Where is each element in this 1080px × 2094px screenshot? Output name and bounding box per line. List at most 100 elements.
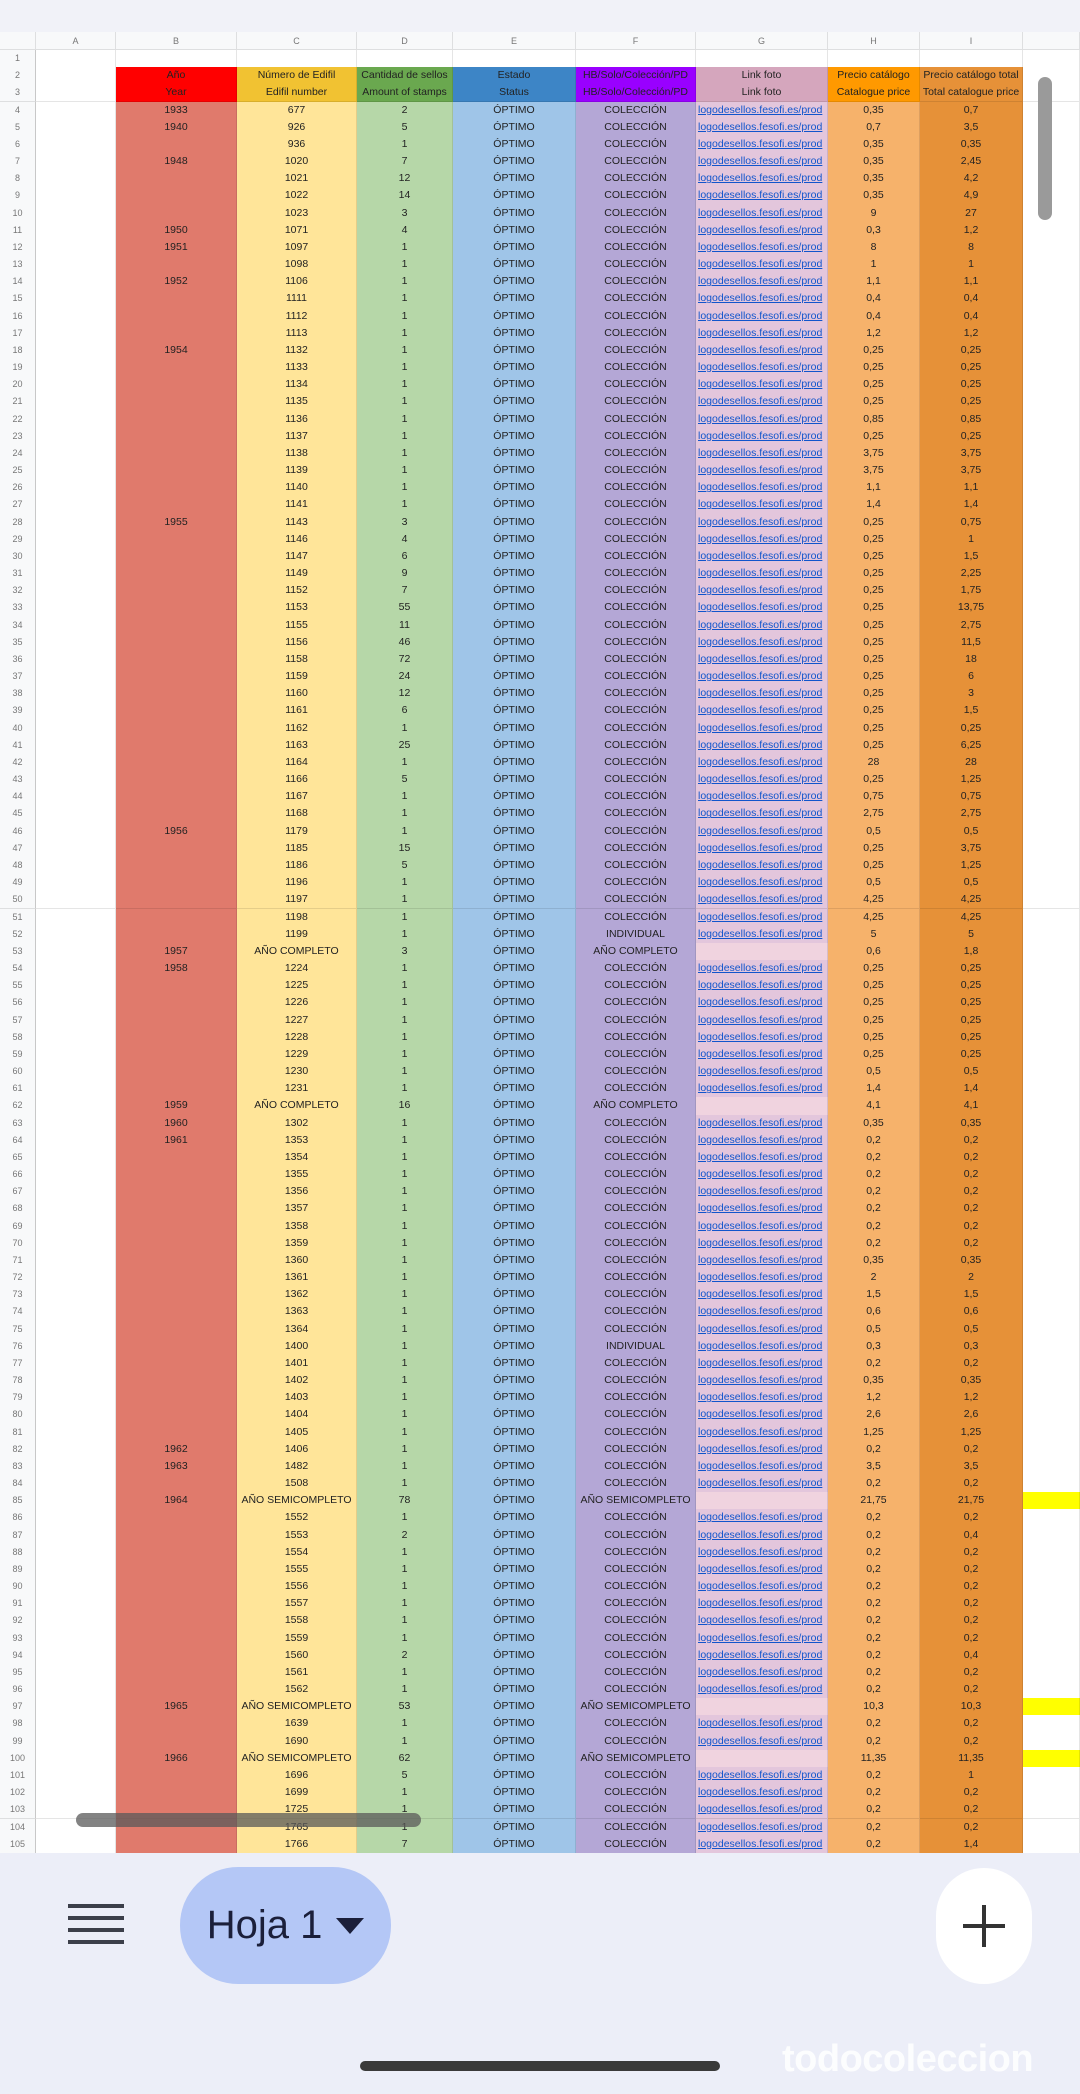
cell[interactable] [116,719,237,738]
cell[interactable]: 1,1 [828,479,920,498]
cell[interactable]: 0,25 [828,530,920,549]
cell[interactable] [116,994,237,1013]
cell[interactable]: 0,2 [828,1200,920,1219]
cell[interactable] [116,290,237,309]
cell[interactable]: 1185 [237,839,357,858]
cell[interactable]: 1139 [237,462,357,481]
cell[interactable]: 1 [357,1234,453,1253]
row-number[interactable]: 46 [0,822,36,841]
link-cell[interactable]: logodesellos.fesofi.es/prod [696,1423,828,1442]
cell[interactable]: 0,25 [828,650,920,670]
cell[interactable]: 0,2 [828,1612,920,1631]
cell[interactable]: 1 [357,1337,453,1356]
cell[interactable] [116,50,237,69]
cell[interactable]: 9 [357,565,453,584]
cell[interactable]: 0,25 [828,702,920,721]
cell[interactable] [116,685,237,704]
cell[interactable] [116,1063,237,1082]
cell[interactable]: ÓPTIMO [453,1767,576,1786]
cell[interactable]: 0,2 [828,1131,920,1150]
cell[interactable]: ÓPTIMO [453,1749,576,1768]
cell[interactable] [116,410,237,429]
cell[interactable]: COLECCIÓN [576,599,696,618]
link-cell[interactable]: logodesellos.fesofi.es/prod [696,925,828,944]
cell[interactable]: 1364 [237,1320,357,1339]
cell[interactable] [116,788,237,807]
cell[interactable]: Precio catálogo [828,67,920,86]
row-number[interactable]: 16 [0,307,36,326]
cell[interactable]: 1 [357,1663,453,1683]
link-cell[interactable]: logodesellos.fesofi.es/prod [696,1835,828,1853]
cell[interactable]: ÓPTIMO [453,702,576,721]
cell[interactable]: 0,2 [920,1578,1023,1597]
cell[interactable]: COLECCIÓN [576,1475,696,1494]
cell[interactable]: 1158 [237,650,357,670]
cell[interactable]: 2,45 [920,153,1023,172]
cell[interactable]: ÓPTIMO [453,616,576,635]
cell[interactable]: ÓPTIMO [453,1543,576,1562]
row-number[interactable]: 53 [0,942,36,961]
cell[interactable]: COLECCIÓN [576,668,696,687]
cell[interactable]: AÑO SEMICOMPLETO [576,1698,696,1717]
row-number[interactable]: 105 [0,1835,36,1853]
cell[interactable]: COLECCIÓN [576,444,696,464]
cell[interactable]: COLECCIÓN [576,1543,696,1562]
cell[interactable]: 1149 [237,565,357,584]
cell[interactable]: 25 [357,736,453,755]
cell[interactable]: ÓPTIMO [453,994,576,1013]
cell[interactable]: 0,2 [920,1560,1023,1580]
cell[interactable]: 0,2 [828,1595,920,1614]
cell[interactable]: COLECCIÓN [576,547,696,567]
row-number[interactable]: 96 [0,1681,36,1700]
row-number[interactable]: 34 [0,616,36,635]
cell[interactable] [116,1234,237,1253]
cell[interactable]: 1231 [237,1080,357,1099]
cell[interactable]: COLECCIÓN [576,1320,696,1339]
link-cell[interactable]: logodesellos.fesofi.es/prod [696,633,828,652]
cell[interactable]: INDIVIDUAL [576,1337,696,1356]
cell[interactable]: 1 [357,925,453,944]
cell[interactable]: 1,2 [828,1389,920,1408]
cell[interactable] [116,925,237,944]
cell[interactable]: 3,75 [920,462,1023,481]
cell[interactable]: 1 [357,908,453,927]
row-number[interactable]: 29 [0,530,36,549]
cell[interactable]: 1952 [116,273,237,292]
link-cell[interactable]: logodesellos.fesofi.es/prod [696,1234,828,1253]
cell[interactable]: 1,8 [920,942,1023,961]
link-cell[interactable]: logodesellos.fesofi.es/prod [696,650,828,670]
link-cell[interactable]: logodesellos.fesofi.es/prod [696,1612,828,1631]
cell[interactable]: 2 [357,1646,453,1665]
link-cell[interactable]: logodesellos.fesofi.es/prod [696,1767,828,1786]
cell[interactable]: COLECCIÓN [576,1011,696,1030]
cell[interactable]: 72 [357,650,453,670]
cell[interactable]: 0,2 [920,1200,1023,1219]
cell[interactable]: COLECCIÓN [576,1303,696,1322]
row-number[interactable]: 6 [0,135,36,154]
row-number[interactable]: 72 [0,1269,36,1288]
cell[interactable]: 0,25 [828,599,920,618]
cell[interactable]: 1 [357,805,453,824]
row-number[interactable]: 90 [0,1578,36,1597]
cell[interactable]: 18 [920,650,1023,670]
cell[interactable]: 5 [828,925,920,944]
cell[interactable]: COLECCIÓN [576,1406,696,1425]
cell[interactable]: 13,75 [920,599,1023,618]
cell[interactable]: COLECCIÓN [576,856,696,876]
cell[interactable] [116,1784,237,1803]
cell[interactable]: 0,25 [828,341,920,361]
row-number[interactable]: 41 [0,736,36,755]
cell[interactable]: 4,25 [828,908,920,927]
cell[interactable]: ÓPTIMO [453,341,576,361]
cell[interactable]: Status [453,84,576,103]
cell[interactable]: 0,25 [828,994,920,1013]
cell[interactable] [116,1663,237,1683]
cell[interactable]: ÓPTIMO [453,1200,576,1219]
cell[interactable]: Año [116,67,237,86]
cell[interactable]: Year [116,84,237,103]
cell[interactable]: 0,7 [828,118,920,137]
cell[interactable] [116,187,237,206]
cell[interactable]: COLECCIÓN [576,874,696,893]
link-cell[interactable]: logodesellos.fesofi.es/prod [696,1320,828,1339]
cell[interactable]: 0,4 [828,307,920,326]
